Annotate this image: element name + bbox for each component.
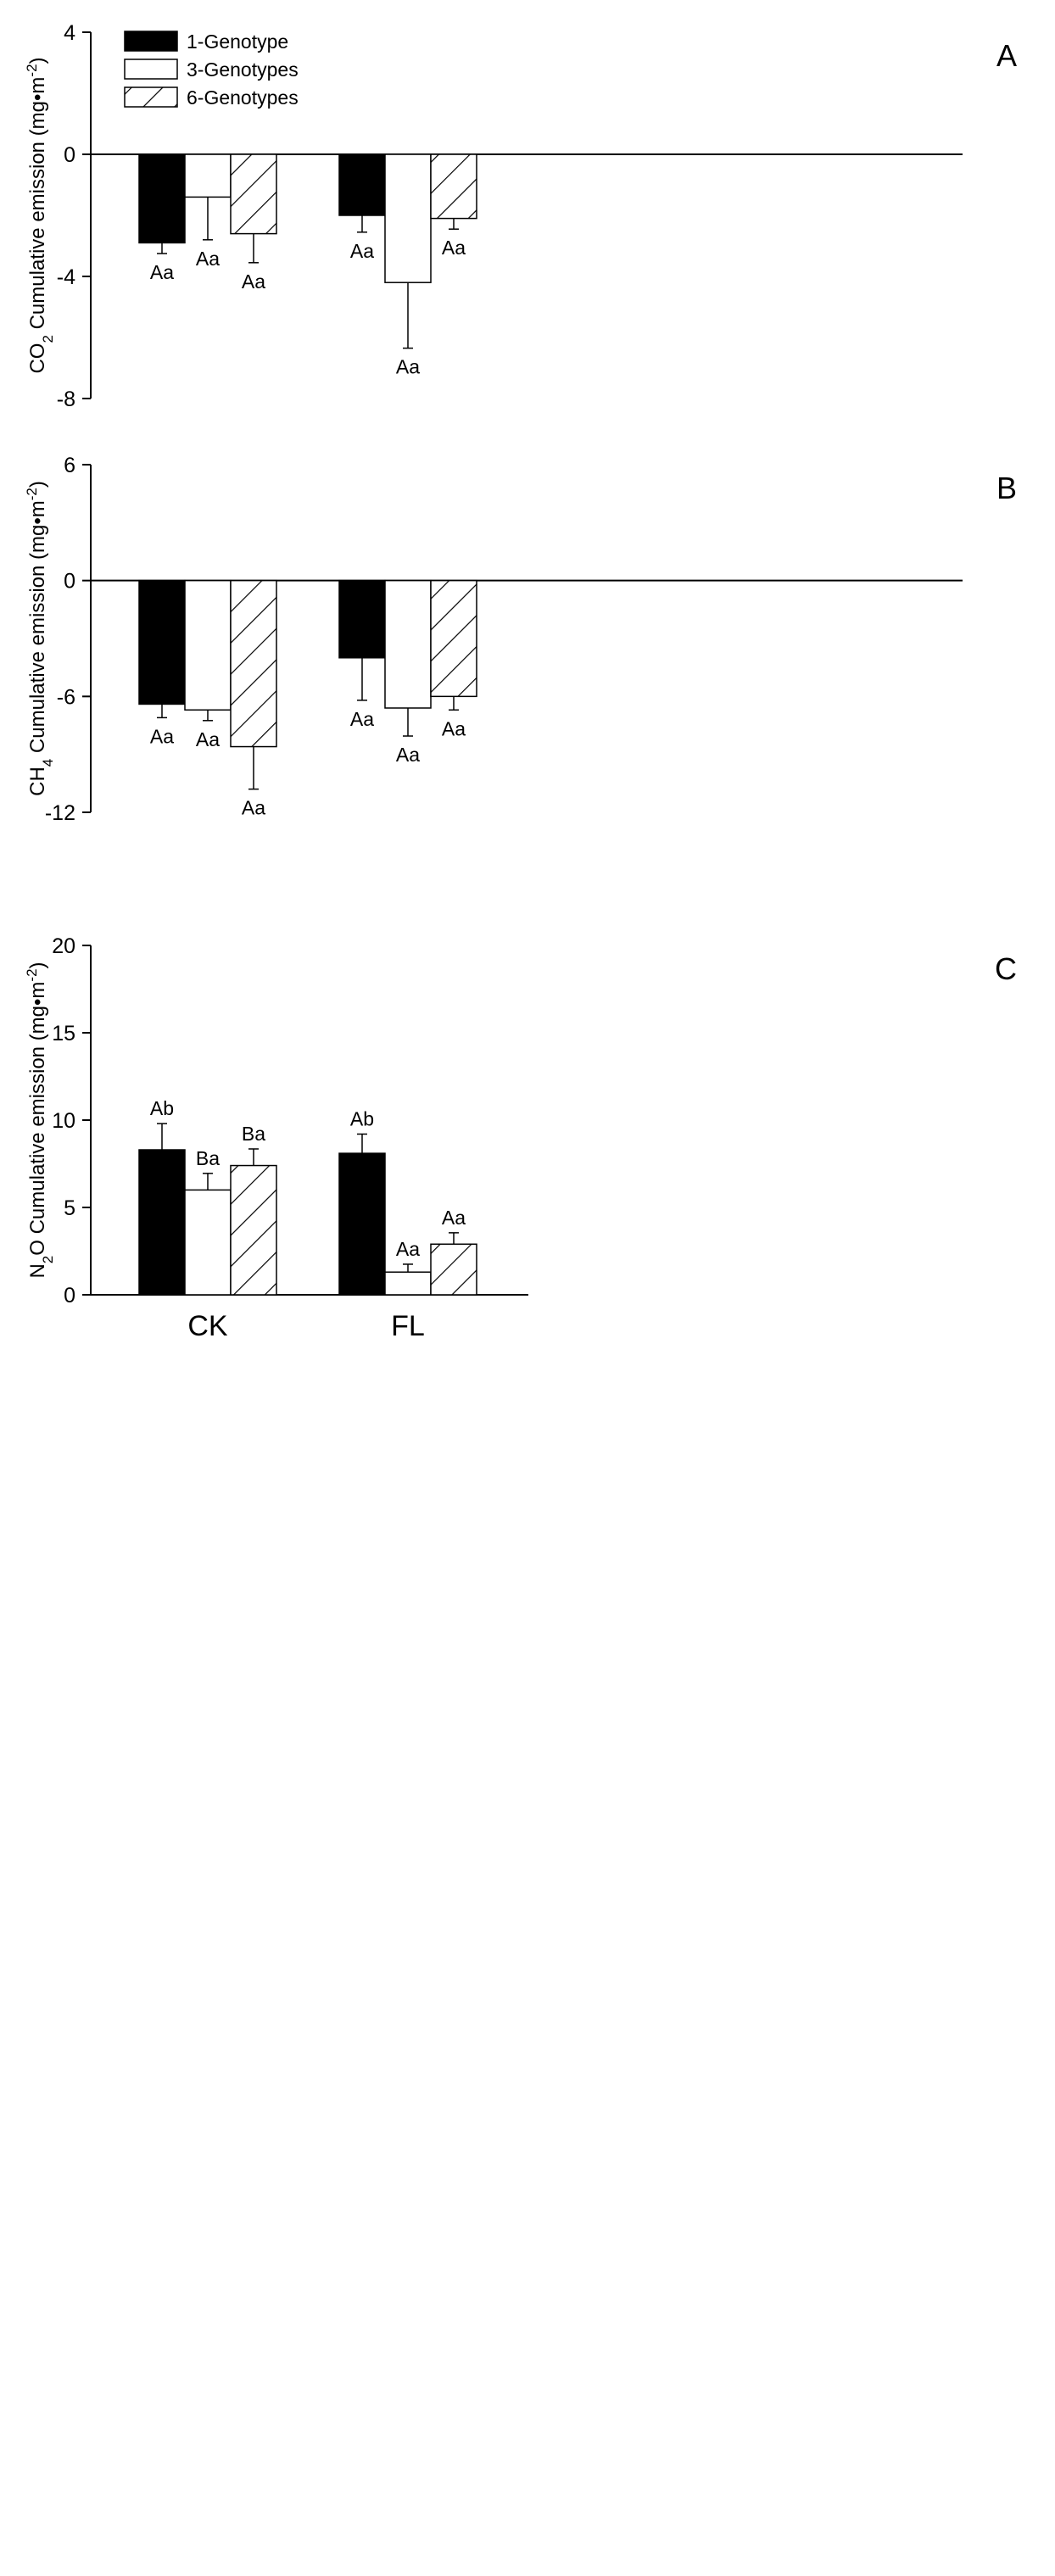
legend-label: 3-Genotypes (187, 59, 299, 81)
significance-label: Aa (150, 725, 174, 747)
bar-3-genotypes-fl (384, 153, 432, 283)
bar-1-genotype-fl (338, 579, 386, 659)
y-tick-label: -8 (57, 388, 75, 411)
significance-label: Aa (350, 708, 374, 730)
panel-b: 6 0 -6 -12 Aa Aa Aa Aa Aa Aa B CH4 Cumulative emiss… (24, 454, 1018, 825)
legend-swatch-open (124, 59, 178, 80)
legend-label: 6-Genotypes (187, 86, 299, 109)
panel-label: B (996, 471, 1017, 505)
y-tick-label: 6 (64, 454, 75, 477)
bar-6-genotypes-fl (430, 1243, 477, 1296)
y-tick-label: 0 (64, 1284, 75, 1308)
significance-label: Ab (150, 1097, 174, 1119)
bar-1-genotype-fl (338, 153, 386, 216)
y-tick-label: 0 (64, 570, 75, 594)
y-axis-label: CO2 Cumulative emission (mg•m-2) (24, 57, 56, 373)
significance-label: Aa (442, 717, 466, 739)
y-tick-label: 20 (52, 934, 75, 958)
significance-label: Aa (442, 237, 466, 259)
significance-label: Aa (150, 261, 174, 283)
panel-label: A (996, 38, 1017, 73)
bar-6-genotypes-fl (430, 579, 477, 698)
bar-1-genotype-ck (138, 153, 186, 244)
bar-1-genotype-ck (138, 1149, 186, 1296)
significance-label: Ba (196, 1147, 220, 1169)
significance-label: Aa (442, 1207, 466, 1229)
legend: 1-Genotype 3-Genotypes 6-Genotypes (124, 31, 299, 109)
panel-label: C (995, 951, 1017, 986)
y-axis-label: CH4 Cumulative emission (mg•m-2) (24, 481, 56, 796)
bar-6-genotypes-ck (230, 153, 277, 235)
bar-3-genotypes-ck (184, 1189, 232, 1296)
y-tick-label: 15 (52, 1022, 75, 1045)
bar-6-genotypes-ck (230, 579, 277, 748)
bar-3-genotypes-fl (384, 1271, 432, 1296)
significance-label: Aa (396, 356, 420, 378)
significance-label: Aa (396, 1238, 420, 1260)
y-axis-label: N2O Cumulative emission (mg•m-2) (24, 962, 56, 1278)
bar-6-genotypes-ck (230, 1164, 277, 1296)
significance-label: Ab (350, 1107, 374, 1129)
bar-3-genotypes-ck (184, 153, 232, 198)
significance-label: Aa (242, 270, 265, 293)
panel-a: 4 0 -4 -8 Aa Aa Aa Aa Aa Aa A CO2 Cumulative emissi… (24, 21, 1018, 411)
y-tick-label: 10 (52, 1109, 75, 1133)
legend-swatch-hatched (124, 86, 178, 108)
y-tick-label: -12 (45, 801, 75, 825)
significance-label: Ba (242, 1123, 265, 1145)
significance-label: Aa (242, 797, 265, 819)
legend-swatch-solid (124, 31, 178, 52)
bar-3-genotypes-fl (384, 579, 432, 709)
y-tick-label: 4 (64, 21, 75, 45)
bar-6-genotypes-fl (430, 153, 477, 220)
y-tick-label: 5 (64, 1196, 75, 1220)
y-tick-label: 0 (64, 143, 75, 167)
significance-label: Aa (396, 744, 420, 766)
x-tick-label: CK (187, 1310, 228, 1342)
y-tick-label: -4 (57, 265, 75, 289)
bar-1-genotype-fl (338, 1152, 386, 1296)
significance-label: Aa (196, 728, 220, 750)
bar-1-genotype-ck (138, 579, 186, 705)
y-tick-label: -6 (57, 685, 75, 709)
significance-label: Aa (350, 240, 374, 262)
significance-label: Aa (196, 248, 220, 270)
x-tick-label: FL (391, 1310, 425, 1342)
bar-3-genotypes-ck (184, 579, 232, 711)
legend-label: 1-Genotype (187, 31, 288, 53)
panel-c: 20 15 10 5 0 Ab Ba Ba Ab Aa Aa CK FL C N2O Cumulative … (24, 934, 1018, 1342)
